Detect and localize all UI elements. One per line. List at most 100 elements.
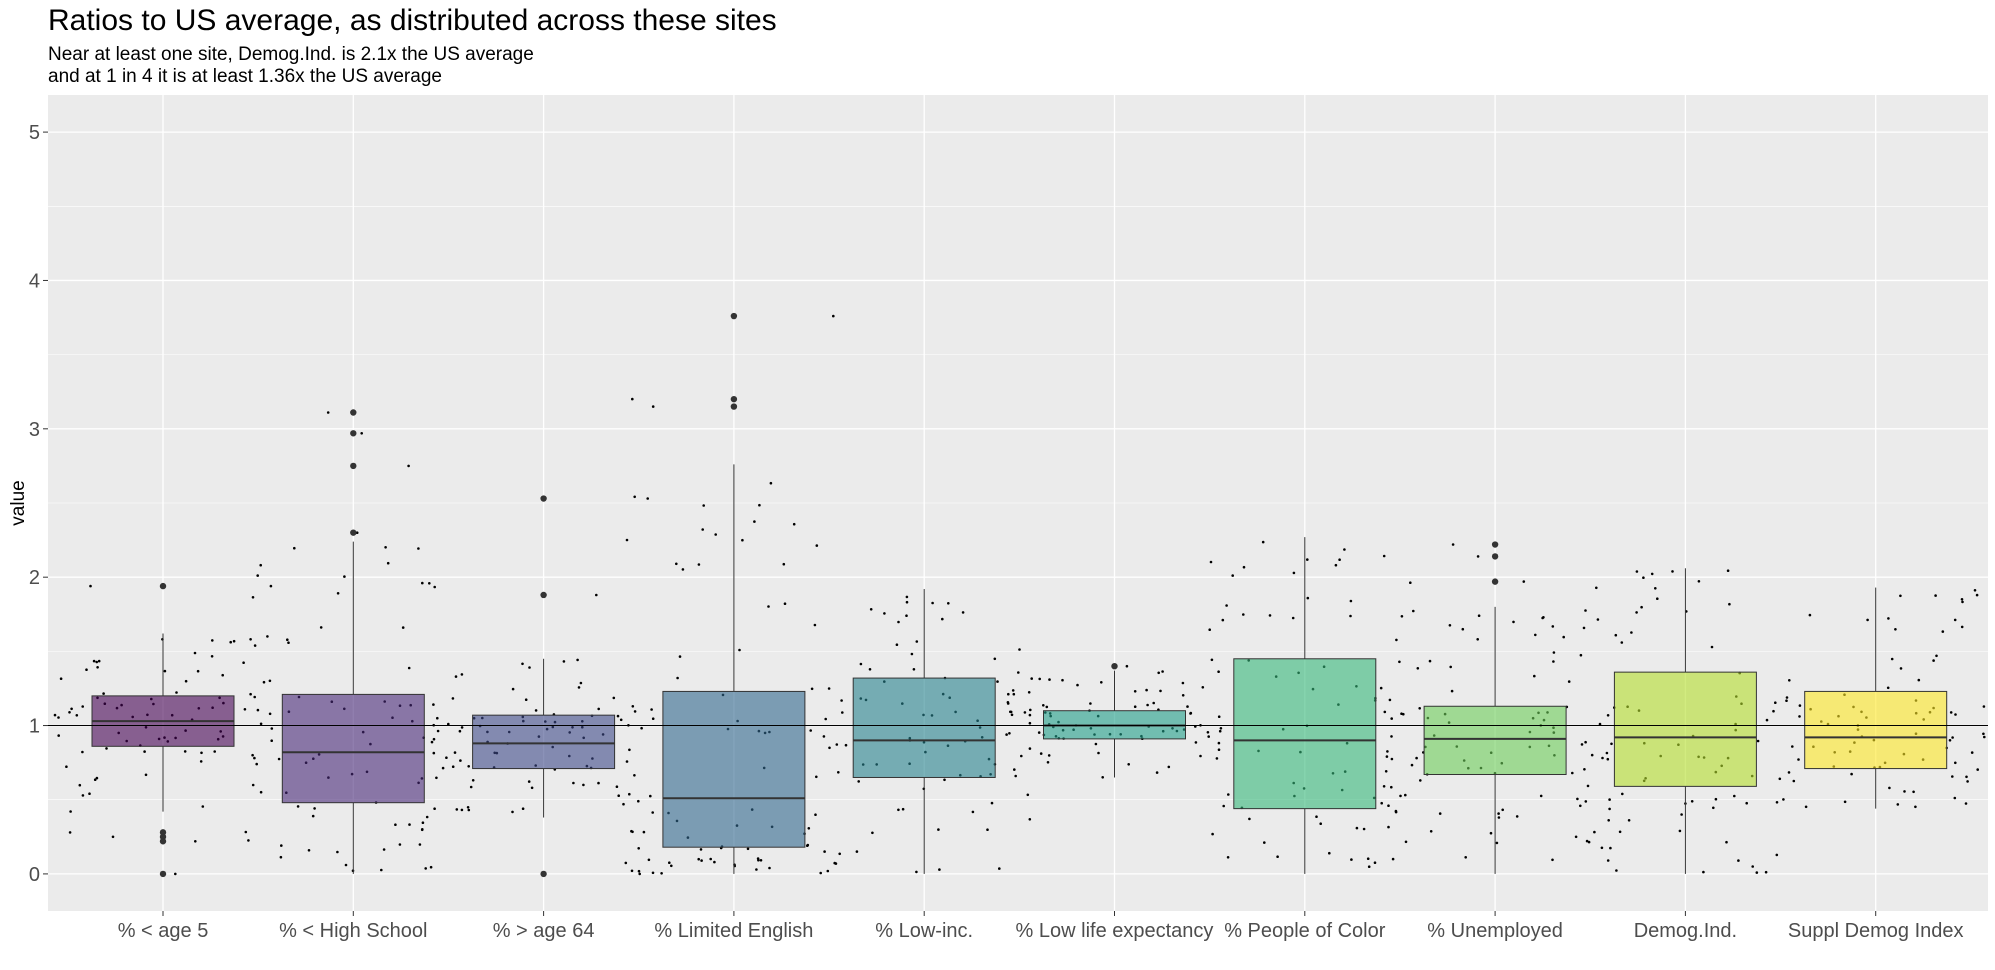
- jitter-point: [1774, 701, 1777, 704]
- jitter-point: [1448, 624, 1452, 627]
- jitter-point: [1167, 765, 1171, 769]
- jitter-point: [1209, 560, 1213, 564]
- jitter-point: [576, 658, 579, 662]
- jitter-point: [651, 405, 655, 408]
- jitter-point: [420, 828, 424, 832]
- jitter-point: [1798, 715, 1801, 718]
- jitter-point: [792, 522, 796, 526]
- jitter-point: [184, 679, 188, 683]
- jitter-point: [871, 831, 874, 835]
- jitter-point: [633, 710, 637, 713]
- jitter-point: [269, 584, 273, 588]
- x-tick-label: Demog.Ind.: [1634, 920, 1737, 942]
- jitter-point: [360, 432, 364, 435]
- jitter-point: [814, 813, 817, 816]
- jitter-point: [196, 669, 200, 673]
- jitter-point: [702, 504, 705, 507]
- jitter-point: [380, 868, 383, 872]
- jitter-point: [68, 711, 71, 714]
- jitter-point: [1975, 593, 1979, 597]
- jitter-point: [213, 750, 216, 753]
- jitter-point: [855, 850, 859, 853]
- jitter-point: [1366, 857, 1370, 860]
- jitter-point: [630, 829, 633, 833]
- jitter-point: [1585, 839, 1589, 843]
- jitter-point: [597, 707, 600, 711]
- jitter-point: [1476, 638, 1479, 641]
- outlier-point: [1491, 578, 1499, 585]
- jitter-point: [713, 860, 716, 864]
- jitter-point: [1399, 794, 1402, 798]
- jitter-point: [1410, 763, 1414, 767]
- jitter-point: [1210, 658, 1214, 662]
- jitter-point: [1512, 620, 1515, 624]
- jitter-point: [714, 533, 717, 536]
- jitter-point: [1610, 742, 1613, 746]
- jitter-point: [1388, 698, 1392, 702]
- jitter-point: [835, 743, 839, 746]
- jitter-point: [1596, 618, 1600, 621]
- jitter-point: [1764, 870, 1768, 874]
- jitter-point: [1489, 831, 1493, 835]
- jitter-point: [268, 712, 272, 716]
- jitter-point: [1207, 735, 1210, 738]
- jitter-point: [255, 762, 258, 766]
- jitter-point: [1349, 614, 1352, 618]
- jitter-point: [1343, 548, 1346, 551]
- jitter-point: [1418, 707, 1421, 710]
- jitter-point: [447, 722, 450, 726]
- box: [281, 693, 425, 804]
- jitter-point: [1606, 714, 1610, 717]
- jitter-point: [579, 681, 583, 685]
- jitter-point: [386, 561, 390, 565]
- jitter-point: [616, 714, 620, 718]
- jitter-point: [174, 872, 177, 876]
- jitter-point: [183, 750, 187, 753]
- jitter-point: [326, 411, 330, 414]
- jitter-point: [1476, 555, 1480, 558]
- jitter-point: [1951, 736, 1954, 739]
- jitter-point: [1395, 638, 1398, 642]
- jitter-point: [783, 602, 787, 605]
- x-tick-label: Suppl Demog Index: [1788, 920, 1964, 942]
- jitter-point: [1888, 786, 1891, 790]
- jitter-point: [78, 783, 82, 787]
- jitter-point: [1419, 779, 1422, 782]
- jitter-point: [1221, 618, 1225, 622]
- jitter-point: [1627, 819, 1631, 822]
- outlier-point: [159, 870, 167, 878]
- jitter-point: [143, 750, 146, 753]
- jitter-point: [1012, 692, 1016, 696]
- jitter-point: [313, 807, 316, 810]
- jitter-point: [1571, 771, 1574, 775]
- jitter-point: [1497, 812, 1500, 815]
- jitter-point: [1579, 653, 1583, 657]
- jitter-point: [1618, 830, 1622, 834]
- jitter-point: [1094, 742, 1098, 746]
- jitter-point: [211, 639, 214, 642]
- jitter-point: [826, 869, 830, 873]
- x-tick-label: % > age 64: [493, 920, 595, 942]
- jitter-point: [1028, 818, 1032, 821]
- jitter-point: [270, 727, 274, 730]
- jitter-point: [1953, 618, 1957, 622]
- jitter-point: [451, 765, 455, 768]
- jitter-point: [1970, 751, 1974, 754]
- jitter-point: [286, 638, 289, 641]
- jitter-point: [280, 844, 283, 847]
- jitter-point: [433, 807, 436, 810]
- jitter-point: [65, 765, 68, 768]
- jitter-point: [253, 756, 256, 760]
- jitter-point: [311, 814, 315, 818]
- box: [1423, 705, 1567, 776]
- jitter-point: [947, 602, 950, 605]
- jitter-point: [1584, 609, 1587, 612]
- jitter-point: [1429, 830, 1433, 833]
- jitter-point: [163, 669, 167, 673]
- jitter-point: [700, 859, 703, 862]
- jitter-point: [562, 660, 566, 663]
- jitter-point: [433, 585, 437, 589]
- jitter-point: [435, 776, 438, 780]
- y-tick-label: 4: [29, 270, 40, 292]
